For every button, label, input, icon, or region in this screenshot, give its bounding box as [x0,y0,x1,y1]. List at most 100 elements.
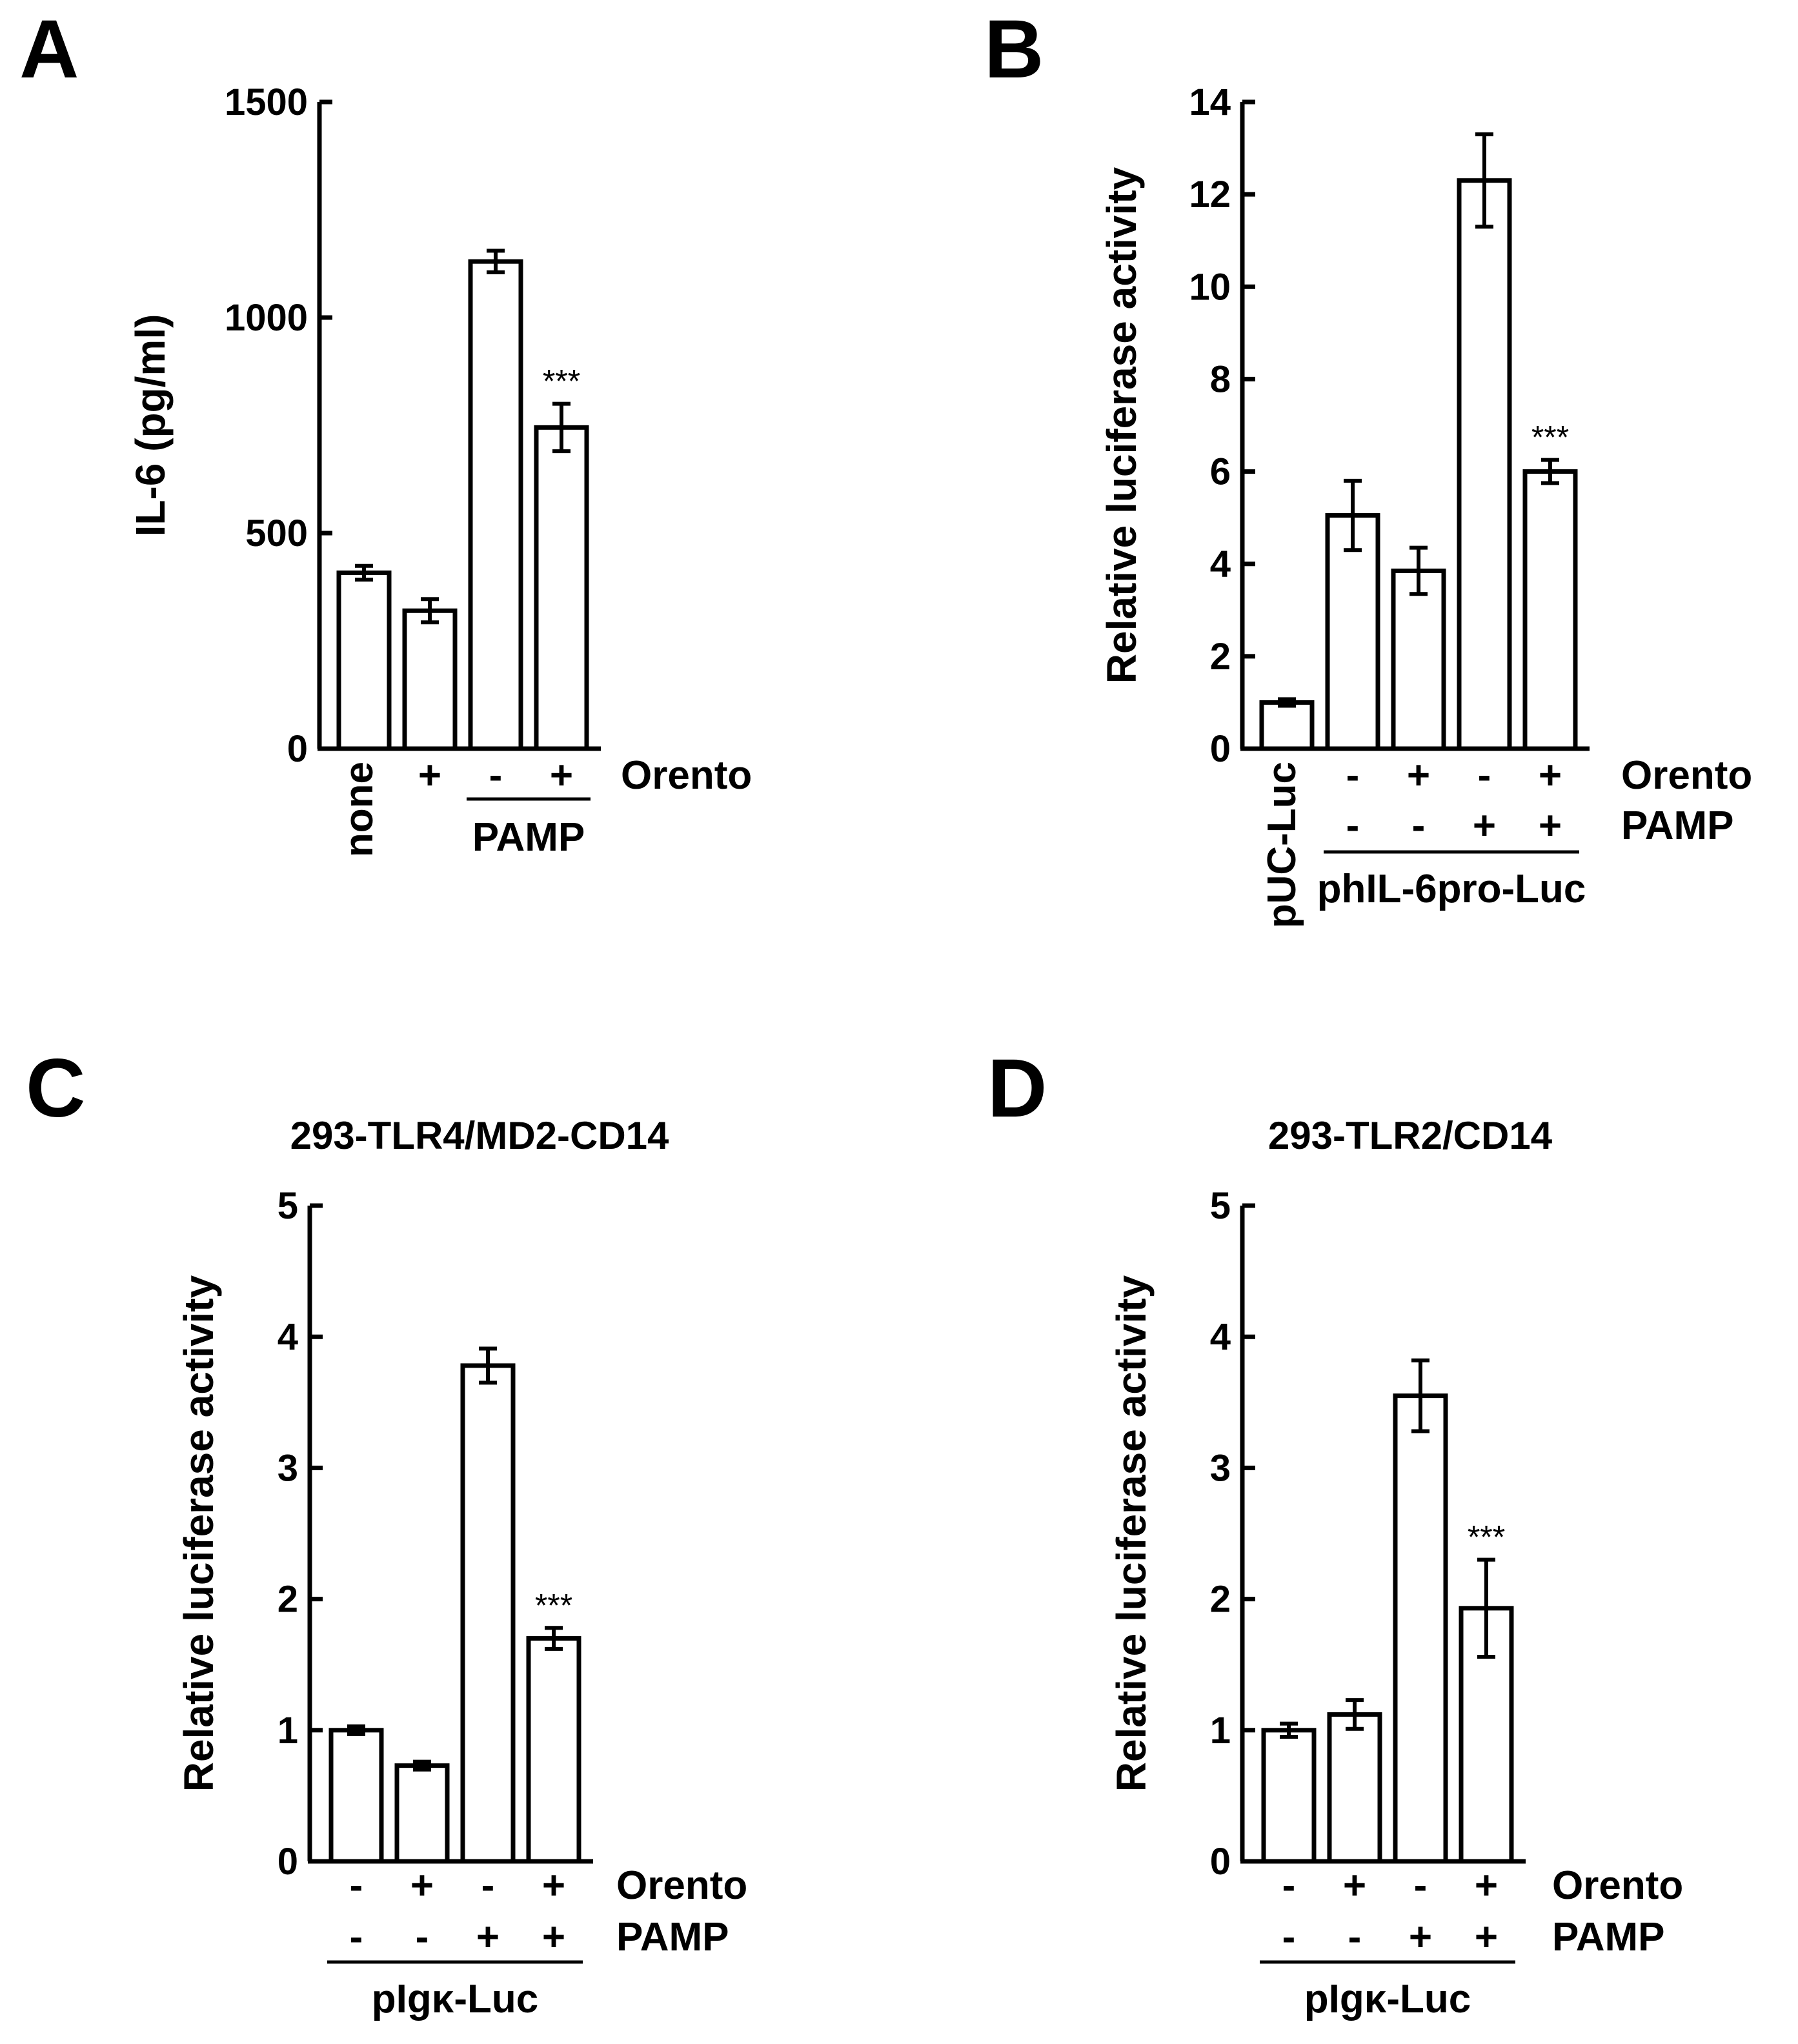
bar [526,1636,581,1864]
row-label: Orento [621,753,752,798]
condition-symbol: + [1539,804,1562,848]
y-tick-label: 6 [1210,451,1231,493]
y-tick-label: 3 [278,1447,298,1489]
bar [328,1728,384,1864]
y-tick-label: 4 [1210,1316,1231,1358]
panel-letter: D [987,1042,1047,1135]
bar [1259,700,1315,751]
bar [1459,1606,1514,1864]
y-tick-label: 5 [1210,1185,1231,1227]
category-label: pUC-Luc [1260,762,1304,928]
y-axis-title: IL-6 (pg/ml) [127,314,174,537]
chart-title: 293-TLR4/MD2-CD14 [290,1114,669,1157]
y-tick-label: 12 [1189,174,1231,216]
y-tick-label: 1000 [225,297,308,339]
y-tick-label: 4 [278,1316,298,1358]
condition-symbol: + [1539,753,1562,798]
bar [1327,1712,1382,1864]
y-tick-label: 0 [287,728,308,770]
y-tick-label: 2 [278,1579,298,1621]
chart-title: 293-TLR2/CD14 [1268,1114,1553,1157]
y-tick-label: 14 [1189,81,1231,123]
condition-symbol: + [1475,1915,1498,1959]
category-label: none [337,762,381,857]
condition-symbol: - [1412,804,1426,848]
row-label: Orento [1621,753,1752,798]
y-tick-label: 5 [278,1185,298,1227]
panel-D: D 293-TLR2/CD14 0 1 2 3 4 5 Relative luciferase … [987,1042,1683,2021]
condition-symbol: + [1473,804,1496,848]
y-axis-title: Relative luciferase activity [1098,167,1145,683]
y-tick-label: 8 [1210,358,1231,400]
condition-symbol: + [1343,1863,1366,1908]
condition-symbol: + [1409,1915,1432,1959]
y-tick-label: 1500 [225,81,308,123]
y-tick-label: 4 [1210,543,1231,585]
condition-symbol: - [350,1863,363,1908]
condition-symbol: - [1348,1915,1362,1959]
condition-symbol: - [416,1915,429,1959]
bar [1391,568,1446,751]
bar [402,608,458,751]
condition-symbol: + [410,1863,434,1908]
group-label: pIgκ-Luc [1304,1977,1471,2021]
condition-symbol: + [1475,1863,1498,1908]
y-tick-label: 500 [245,512,308,554]
condition-symbol: - [350,1915,363,1959]
condition-symbol: - [1282,1915,1296,1959]
panel-letter: A [19,3,79,96]
y-tick-label: 1 [278,1710,298,1752]
significance-label: *** [543,363,580,400]
y-tick-label: 0 [1210,728,1231,770]
group-label: phIL-6pro-Luc [1317,867,1586,911]
bar [460,1363,516,1864]
condition-symbol: - [1478,753,1491,798]
condition-symbol: + [476,1915,500,1959]
y-tick-label: 2 [1210,1579,1231,1621]
y-axis-title: Relative luciferase activity [1108,1275,1155,1792]
bar [336,570,392,751]
condition-symbol: - [1346,804,1360,848]
panel-letter: B [984,3,1044,96]
condition-symbol: + [542,1863,565,1908]
y-tick-label: 3 [1210,1447,1231,1489]
y-tick-label: 0 [278,1841,298,1883]
y-tick-label: 1 [1210,1710,1231,1752]
panel-A: A 0 500 1000 1500 IL-6 (pg/ml) *** + - + Orento non… [19,3,752,860]
bar [1522,469,1578,751]
condition-symbol: - [1282,1863,1296,1908]
bar [1261,1728,1317,1864]
group-label: PAMP [472,815,585,860]
significance-label: *** [1468,1519,1505,1555]
condition-symbol: - [1414,1863,1428,1908]
condition-symbol: - [489,753,503,798]
panel-B: B 0 2 4 6 8 10 12 14 Relative luciferase activity… [984,3,1752,928]
panel-letter: C [26,1042,85,1135]
y-tick-label: 10 [1189,266,1231,308]
y-axis-title: Relative luciferase activity [176,1275,222,1792]
significance-label: *** [1531,420,1569,456]
bar [1325,513,1380,751]
condition-symbol: + [418,753,441,798]
bar [468,259,523,751]
significance-label: *** [535,1587,572,1623]
condition-symbol: - [1346,753,1360,798]
bar [534,425,589,751]
row-label: Orento [616,1863,747,1908]
condition-symbol: + [550,753,573,798]
row-label: PAMP [616,1915,729,1959]
bar [1457,178,1512,751]
condition-symbol: + [1407,753,1430,798]
group-label: pIgκ-Luc [372,1977,538,2021]
row-label: PAMP [1621,804,1734,848]
condition-symbol: - [481,1863,495,1908]
row-label: PAMP [1552,1915,1665,1959]
panel-C: C 293-TLR4/MD2-CD14 0 1 2 3 4 5 Relative lucifer… [26,1042,747,2021]
row-label: Orento [1552,1863,1683,1908]
condition-symbol: + [542,1915,565,1959]
bar [1393,1393,1448,1864]
bar [394,1763,450,1864]
y-tick-label: 2 [1210,636,1231,678]
y-tick-label: 0 [1210,1841,1231,1883]
